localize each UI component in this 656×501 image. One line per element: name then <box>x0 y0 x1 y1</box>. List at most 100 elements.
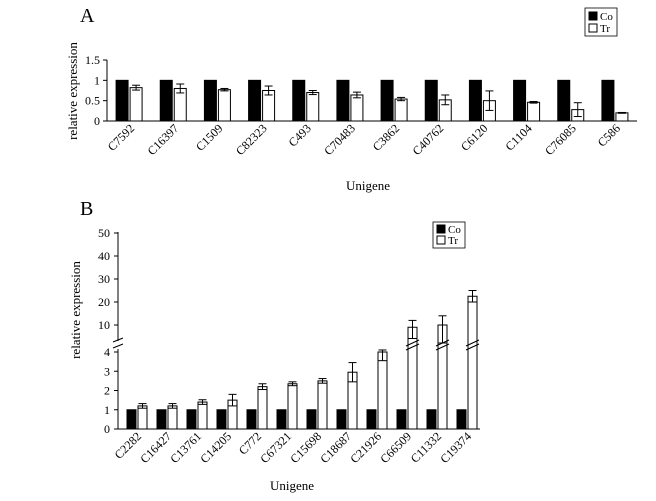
panel-a-bar-co <box>424 79 438 122</box>
panel-a-legend-co-label: Co <box>600 11 613 23</box>
panel-a-x-tick-label: C76085 <box>542 121 579 158</box>
panel-b-x-tick-label: C14205 <box>197 429 234 466</box>
panel-a-bar-co <box>380 79 394 122</box>
panel-a-y-title: relative expression <box>65 42 80 140</box>
panel-a-bar-co <box>292 79 306 122</box>
panel-b-bar-co <box>156 409 167 430</box>
panel-a-x-title: Unigene <box>346 178 390 193</box>
panel-b-legend-co-label: Co <box>448 224 461 236</box>
panel-a-bar-tr <box>350 94 364 122</box>
panel-a-x-tick-label: C6120 <box>458 121 491 154</box>
panel-b-bar-tr <box>137 405 148 430</box>
panel-b-bar-co <box>276 409 287 430</box>
panel-b-bar-break <box>465 339 480 347</box>
panel-a-x-tick-label: C493 <box>286 121 314 149</box>
panel-b-bar-co <box>456 409 467 430</box>
panel-b-bar-tr <box>317 380 328 430</box>
panel-a-legend-tr-label: Tr <box>600 23 610 35</box>
panel-a-bar-co <box>601 79 615 122</box>
panel-b-x-tick-label: C11332 <box>408 429 444 465</box>
panel-a-bar-tr <box>394 98 408 122</box>
panel-a-bar-co <box>557 79 571 122</box>
panel-a-y-tick-label: 0 <box>94 114 100 128</box>
panel-b-bar-co <box>336 409 347 430</box>
panel-b-y-tick-label: 40 <box>98 249 110 263</box>
panel-b-legend-co-swatch <box>436 224 446 234</box>
panel-b-bar-break <box>465 343 480 351</box>
panel-b-x-title: Unigene <box>270 478 314 493</box>
panel-b-y-tick-label: 30 <box>98 272 110 286</box>
panel-a-bar-co <box>115 79 129 122</box>
panel-b-bar-tr <box>167 405 178 430</box>
panel-b-bar-tr <box>287 383 298 430</box>
panel-a-bar-co <box>336 79 350 122</box>
panel-b-bar-co <box>126 409 137 430</box>
panel-a: A relative expression Unigene Co Tr 0 0.5… <box>65 5 637 193</box>
panel-b-bar-co <box>216 409 227 430</box>
panel-b-y-tick-label: 3 <box>104 364 110 378</box>
panel-a-bar-tr <box>615 112 629 122</box>
panel-a-x-tick-label: C40762 <box>410 121 447 158</box>
panel-b-legend-tr-swatch <box>436 235 446 245</box>
panel-b-y-title: relative expression <box>68 261 83 359</box>
panel-a-legend-co-swatch <box>588 11 598 21</box>
panel-a-y-tick-label: 1.5 <box>85 53 100 67</box>
panel-b-y-tick-label: 2 <box>104 384 110 398</box>
panel-b-x-tick-label: C19374 <box>437 429 474 466</box>
panel-b-bar-co <box>426 409 437 430</box>
panel-b-bar-co <box>396 409 407 430</box>
panel-a-x-tick-label: C586 <box>595 121 623 149</box>
panel-a-bar-tr <box>129 87 143 122</box>
panel-b-x-tick-label: C16427 <box>137 429 174 466</box>
panel-a-bar-tr <box>217 89 231 122</box>
panel-b-axis-break <box>112 337 124 349</box>
panel-a-y-tick-label: 0.5 <box>85 94 100 108</box>
panel-a-x-tick-label: C3862 <box>370 121 403 154</box>
panel-b-bar-tr <box>467 295 478 430</box>
panel-a-x-tick-label: C82323 <box>233 121 270 158</box>
panel-a-x-tick-label: C70483 <box>321 121 358 158</box>
panel-b-bar-break <box>405 339 420 347</box>
panel-a-x-tick-label: C1104 <box>502 121 534 153</box>
panel-b-x-tick-label: C67321 <box>257 429 294 466</box>
panel-b-x-tick-label: C15698 <box>287 429 324 466</box>
panel-b-bar-break <box>405 343 420 351</box>
panel-b-bar-co <box>246 409 257 430</box>
panel-b-x-tick-label: C13761 <box>167 429 204 466</box>
panel-b-y-tick-label: 0 <box>104 422 110 436</box>
panel-a-bar-co <box>468 79 482 122</box>
panel-b-y-tick-label: 20 <box>98 295 110 309</box>
panel-a-bar-co <box>248 79 262 122</box>
panel-a-x-tick-label: C7592 <box>105 121 138 154</box>
panel-a-bar-co <box>203 79 217 122</box>
panel-b-bar-break <box>435 343 450 351</box>
panel-b-y-tick-label: 10 <box>98 318 110 332</box>
panel-b-bar-co <box>186 409 197 430</box>
panel-a-x-tick-label: C1509 <box>193 121 226 154</box>
panel-b-x-tick-label: C21926 <box>347 429 384 466</box>
panel-b-label: B <box>80 198 93 220</box>
panel-b-bar-tr <box>377 351 388 430</box>
panel-b-bar-tr <box>197 401 208 430</box>
panel-a-legend: Co Tr <box>584 7 618 37</box>
panel-b-bar-co <box>306 409 317 430</box>
panel-b-bar-tr <box>257 386 268 430</box>
panel-b-bar-co <box>366 409 377 430</box>
panel-b-legend: Co Tr <box>432 221 466 249</box>
panel-a-bar-co <box>159 79 173 122</box>
panel-b: B relative expression Unigene Co Tr 0 1 2 3… <box>68 198 480 493</box>
panel-a-legend-tr-swatch <box>588 23 598 33</box>
panel-b-y-tick-label: 50 <box>98 226 110 240</box>
panel-a-label: A <box>80 5 95 27</box>
panel-b-y-tick-label: 1 <box>104 403 110 417</box>
panel-b-legend-tr-label: Tr <box>448 235 458 247</box>
panel-a-x-tick-label: C16397 <box>145 121 182 158</box>
panel-a-bar-co <box>513 79 527 122</box>
panel-b-y-tick-label: 4 <box>104 345 110 359</box>
panel-b-x-tick-label: C18687 <box>317 429 354 466</box>
panel-b-x-tick-label: C66509 <box>377 429 414 466</box>
panel-a-bar-tr <box>527 101 541 122</box>
panel-a-y-tick-label: 1 <box>94 73 100 87</box>
panel-a-bar-tr <box>306 92 320 122</box>
